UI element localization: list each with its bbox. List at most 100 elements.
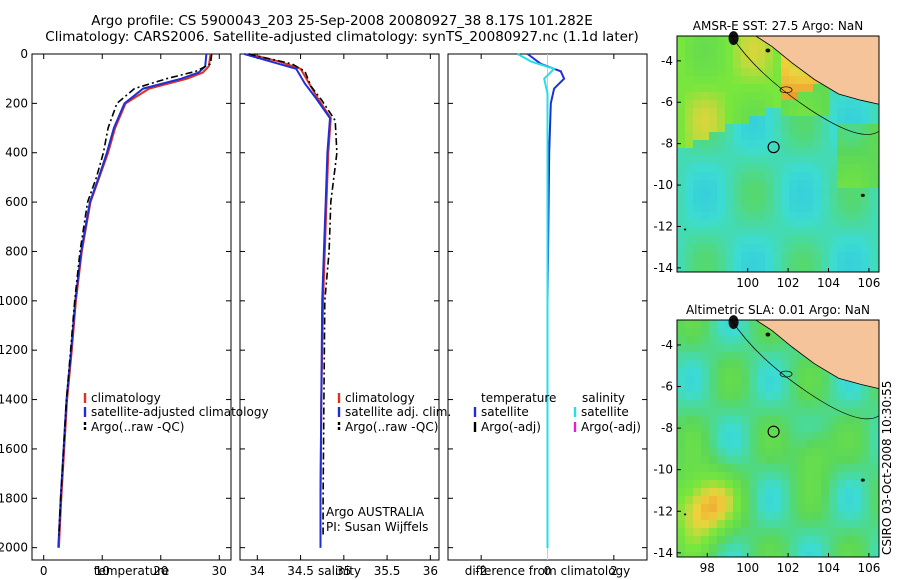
sst-map-cell <box>821 92 829 100</box>
sst-map-cell <box>741 44 749 52</box>
sla-map-cell <box>709 360 717 368</box>
sla-map-cell <box>821 520 829 528</box>
sla-map-cell <box>717 400 725 408</box>
sst-map-cell <box>741 60 749 68</box>
sst-map-cell <box>733 132 741 140</box>
sla-map-xtick-label: 106 <box>857 561 880 575</box>
sla-map-cell <box>701 504 709 512</box>
sst-map-cell <box>725 108 733 116</box>
sla-map-cell <box>677 368 685 376</box>
sla-map-cell <box>741 336 749 344</box>
sst-map-cell <box>773 140 781 148</box>
sla-map-cell <box>709 472 717 480</box>
sla-map-cell <box>741 344 749 352</box>
sst-map-cell <box>677 108 685 116</box>
sla-map-cell <box>685 504 693 512</box>
sla-map-cell <box>725 472 733 480</box>
sla-map-cell <box>717 328 725 336</box>
sla-map-cell <box>757 496 765 504</box>
sla-map-cell <box>853 504 861 512</box>
sla-map-cell <box>693 336 701 344</box>
sla-map-cell <box>781 464 789 472</box>
sla-map-cell <box>701 408 709 416</box>
sst-map-cell <box>789 172 797 180</box>
sla-map-cell <box>861 528 869 536</box>
temperature-xtick-label: 10 <box>95 564 110 578</box>
sla-map-cell <box>829 408 837 416</box>
sla-map-cell <box>853 416 861 424</box>
sla-map-cell <box>717 368 725 376</box>
sla-map-cell <box>685 328 693 336</box>
sst-map-cell <box>813 100 821 108</box>
sst-map-cell <box>741 172 749 180</box>
sst-map-cell <box>773 172 781 180</box>
sla-map-cell <box>709 528 717 536</box>
sla-map-cell <box>693 456 701 464</box>
sla-map-cell <box>693 440 701 448</box>
sla-map-cell <box>805 504 813 512</box>
sst-map-cell <box>677 132 685 140</box>
sst-map-cell <box>821 252 829 260</box>
sst-map-cell <box>741 108 749 116</box>
sst-map-cell <box>837 204 845 212</box>
sst-map-cell <box>829 92 837 100</box>
sst-map-cell <box>781 252 789 260</box>
sla-map-cell <box>725 400 733 408</box>
sst-map-cell <box>725 68 733 76</box>
sst-map-cell <box>733 60 741 68</box>
sla-map-cell <box>685 368 693 376</box>
sla-map-cell <box>869 464 877 472</box>
sla-map-cell <box>805 552 813 557</box>
sst-map-cell <box>677 156 685 164</box>
sla-map-cell <box>677 344 685 352</box>
sla-map-cell <box>789 544 797 552</box>
sst-map-cell <box>837 140 845 148</box>
depth-tick-label: 0 <box>20 47 28 61</box>
sst-map-cell <box>693 108 701 116</box>
sst-map-cell <box>837 100 845 108</box>
sla-map-cell <box>829 392 837 400</box>
sst-map-cell <box>789 68 797 76</box>
sla-map-cell <box>877 424 879 432</box>
sst-map-cell <box>709 252 717 260</box>
sst-map-cell <box>805 268 813 272</box>
sla-map-cell <box>717 384 725 392</box>
sla-map-cell <box>701 520 709 528</box>
sst-map-cell <box>773 84 781 92</box>
sst-map-cell <box>693 60 701 68</box>
sst-map-cell <box>765 180 773 188</box>
sst-map-cell <box>749 244 757 252</box>
sla-map-cell <box>717 472 725 480</box>
salinity-series-line <box>244 53 332 548</box>
sla-map-cell <box>701 528 709 536</box>
sla-map-cell <box>869 480 877 488</box>
sla-map-cell <box>693 496 701 504</box>
sla-map-cell <box>837 384 845 392</box>
temp-legend-satellite: satellite-adjusted climatology <box>91 405 269 419</box>
sst-map-cell <box>861 228 869 236</box>
sst-map-cell <box>877 140 879 148</box>
sla-map-cell <box>773 368 781 376</box>
sst-map-cell <box>797 116 805 124</box>
sst-map-cell <box>813 164 821 172</box>
salinity-xtick-label: 35.5 <box>374 564 401 578</box>
sla-map-cell <box>845 472 853 480</box>
sla-map-ytick-label: -4 <box>661 338 673 352</box>
sst-map-cell <box>877 180 879 188</box>
sla-map-cell <box>773 400 781 408</box>
sst-map-cell <box>749 124 757 132</box>
sst-map-cell <box>685 84 693 92</box>
sla-map-cell <box>749 512 757 520</box>
sla-map-cell <box>765 472 773 480</box>
sst-map-cell <box>693 228 701 236</box>
sst-map-cell <box>813 196 821 204</box>
sla-map-cell <box>677 504 685 512</box>
sst-map-cell <box>765 100 773 108</box>
sst-map-cell <box>709 228 717 236</box>
sst-map-cell <box>685 44 693 52</box>
sst-map-cell <box>829 180 837 188</box>
sst-map-cell <box>853 252 861 260</box>
sla-map-cell <box>741 520 749 528</box>
sst-map-cell <box>677 172 685 180</box>
sst-map-cell <box>797 220 805 228</box>
